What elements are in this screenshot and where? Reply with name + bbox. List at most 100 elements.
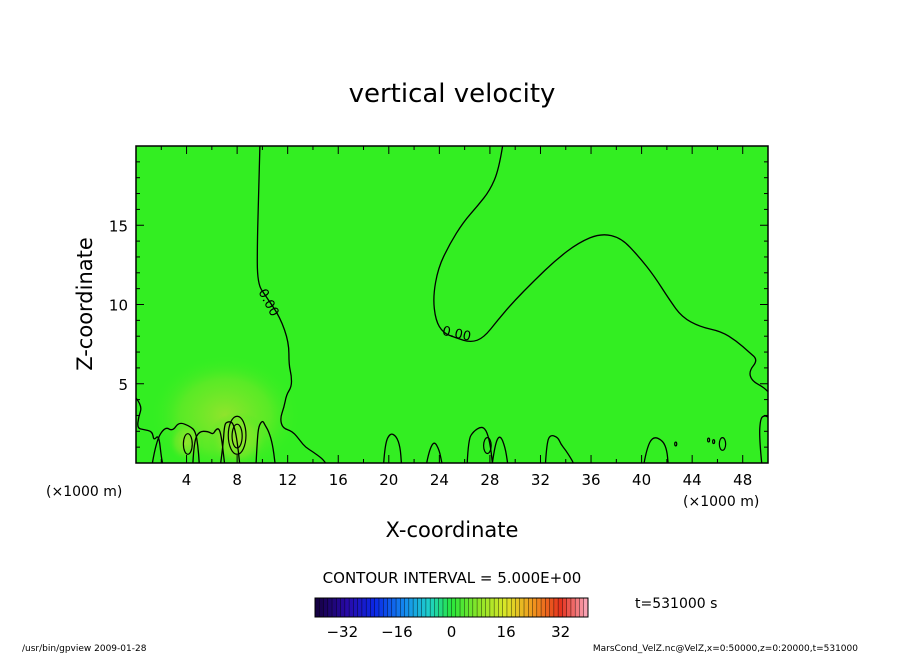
colorbar-cell — [541, 598, 546, 617]
colorbar-cell — [477, 598, 482, 617]
colorbar-cell — [519, 598, 525, 617]
colorbar-cell — [562, 598, 567, 617]
footer-right: MarsCond_VelZ.nc@VelZ,x=0:50000,z=0:2000… — [593, 644, 858, 654]
contour-line — [220, 421, 241, 463]
colorbar-tick-label: −16 — [381, 623, 413, 641]
x-axis-unit: (×1000 m) — [683, 494, 759, 510]
colorbar-cell — [413, 598, 418, 617]
closed-contour — [706, 437, 711, 443]
colorbar-frame — [314, 597, 589, 618]
x-tick-label: 36 — [581, 471, 600, 489]
y-axis-ticks: 5 10 15 — [109, 145, 768, 464]
closed-contour — [718, 437, 727, 451]
colorbar-ticks: −32 −16 0 16 32 — [326, 623, 570, 641]
x-axis-label: X-coordinate — [386, 518, 519, 542]
colorbar-cell — [336, 598, 341, 617]
colorbar-cell — [421, 598, 427, 617]
colorbar-cell — [494, 598, 499, 617]
contour-line — [255, 420, 276, 463]
y-tick-label: 15 — [109, 217, 128, 235]
colorbar-cell — [536, 598, 542, 617]
updraft-shading — [150, 355, 300, 463]
y-axis-unit: (×1000 m) — [46, 484, 122, 500]
colorbar-cell — [528, 598, 533, 617]
colorbar-cell — [396, 598, 401, 617]
colorbar-cell — [417, 598, 422, 617]
colorbar-cell — [532, 598, 538, 617]
colorbar-cell — [545, 598, 550, 617]
x-tick-label: 44 — [683, 471, 702, 489]
closed-contour — [231, 423, 243, 449]
colorbar-cell — [374, 598, 380, 617]
colorbar — [314, 597, 589, 618]
colorbar-cell — [425, 598, 431, 617]
colorbar-cell — [515, 598, 521, 617]
colorbar-cell — [442, 598, 448, 617]
colorbar-tick-label: −32 — [326, 623, 358, 641]
x-tick-label: 8 — [232, 471, 242, 489]
colorbar-cell — [408, 598, 414, 617]
colorbar-cell — [332, 598, 337, 617]
contour-line — [491, 436, 509, 463]
colorbar-cell — [323, 598, 329, 617]
updraft-patch — [208, 412, 268, 463]
colorbar-cell — [387, 598, 393, 617]
colorbar-tick-label: 32 — [551, 623, 570, 641]
colorbar-cell — [489, 598, 495, 617]
x-tick-label: 4 — [182, 471, 192, 489]
colorbar-cell — [464, 598, 469, 617]
colorbar-cell — [404, 598, 410, 617]
y-tick-label: 10 — [109, 297, 128, 315]
colorbar-tick-label: 16 — [497, 623, 516, 641]
colorbar-cell — [378, 598, 384, 617]
contour-lines — [136, 146, 768, 463]
contour-line — [256, 146, 327, 463]
colorbar-cell — [344, 598, 350, 617]
closed-contour — [674, 441, 678, 447]
colorbar-cell — [558, 598, 563, 617]
contour-line — [544, 434, 574, 463]
x-axis-ticks: 4 8 12 16 20 24 28 32 36 40 44 48 — [135, 146, 769, 489]
colorbar-cell — [430, 598, 435, 617]
chart-title: vertical velocity — [349, 79, 556, 109]
colorbar-cell — [315, 598, 320, 617]
closed-contour — [483, 437, 492, 455]
colorbar-cell — [400, 598, 405, 617]
closed-contour — [182, 433, 193, 455]
colorbar-cell — [438, 598, 444, 617]
x-tick-label: 32 — [531, 471, 550, 489]
colorbar-cell — [502, 598, 508, 617]
colorbar-cell — [570, 598, 576, 617]
colorbar-cell — [575, 598, 580, 617]
colorbar-cell — [468, 598, 474, 617]
colorbar-cell — [383, 598, 388, 617]
contour-interval: CONTOUR INTERVAL = 5.000E+00 — [323, 569, 582, 587]
colorbar-cell — [370, 598, 376, 617]
colorbar-cell — [451, 598, 457, 617]
colorbar-cell — [447, 598, 452, 617]
x-tick-label: 24 — [430, 471, 449, 489]
x-tick-label: 40 — [632, 471, 651, 489]
contour-line — [192, 428, 226, 463]
colorbar-cell — [506, 598, 512, 617]
contour-line — [136, 397, 164, 463]
time-label: t=531000 s — [635, 596, 717, 612]
colorbar-cell — [481, 598, 486, 617]
colorbar-cell — [553, 598, 559, 617]
colorbar-cell — [361, 598, 367, 617]
y-axis-label: Z-coordinate — [73, 237, 97, 371]
y-tick-label: 5 — [118, 376, 128, 394]
contour-line — [151, 422, 200, 463]
colorbar-cell — [460, 598, 465, 617]
colorbar-cell — [472, 598, 478, 617]
contour-line — [433, 146, 768, 393]
colorbar-cell — [485, 598, 491, 617]
closed-contour — [227, 415, 247, 455]
colorbar-cell — [366, 598, 371, 617]
colorbar-cell — [455, 598, 461, 617]
colorbar-cell — [319, 598, 324, 617]
colorbar-cell — [583, 598, 589, 617]
colorbar-cell — [524, 598, 529, 617]
colorbar-cell — [340, 598, 346, 617]
